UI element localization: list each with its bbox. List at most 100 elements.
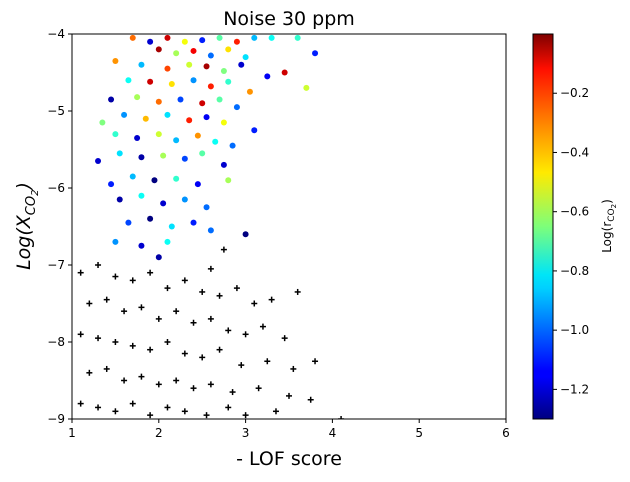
dot-point	[116, 196, 123, 203]
cross-point	[338, 416, 345, 419]
dot-point	[199, 150, 206, 157]
y-axis-label-sub: CO	[24, 196, 39, 215]
cross-point	[138, 304, 145, 311]
cross-point	[199, 354, 206, 361]
cross-point	[272, 408, 279, 415]
colorbar-tick-label: −0.6	[560, 205, 589, 219]
cross-point	[207, 381, 214, 388]
dot-point	[108, 181, 115, 188]
cross-point	[207, 265, 214, 272]
cross-point	[181, 277, 188, 284]
cross-point	[281, 335, 288, 342]
colorbar-tick-label: −1.2	[560, 382, 589, 396]
cross-point	[164, 285, 171, 292]
dot-point	[181, 196, 188, 203]
dot-point	[99, 119, 106, 126]
cross-series	[77, 246, 345, 419]
dot-point	[194, 132, 201, 139]
cross-point	[199, 288, 206, 295]
cross-point	[129, 400, 136, 407]
dot-point	[186, 117, 193, 124]
cross-point	[155, 381, 162, 388]
cross-point	[242, 331, 249, 338]
cross-point	[138, 373, 145, 380]
cross-point	[155, 315, 162, 322]
cross-point	[225, 327, 232, 334]
dot-point	[203, 204, 210, 211]
dot-point	[164, 111, 171, 118]
cross-point	[129, 342, 136, 349]
dot-point	[199, 37, 206, 44]
dot-point	[155, 254, 162, 261]
colorbar-label-sub: CO	[607, 208, 617, 221]
x-tick-label: 6	[502, 426, 510, 440]
cross-point	[203, 412, 210, 419]
cross-point	[259, 323, 266, 330]
x-tick-label: 4	[329, 426, 337, 440]
dot-point	[233, 104, 240, 111]
y-axis-label: Log(XCO2)	[13, 182, 41, 270]
dot-point	[312, 50, 319, 57]
x-tick-label: 2	[155, 426, 163, 440]
dot-point	[212, 138, 219, 145]
cross-point	[268, 296, 275, 303]
cross-point	[190, 385, 197, 392]
dot-point	[108, 96, 115, 103]
cross-point	[233, 285, 240, 292]
dot-point	[303, 84, 310, 91]
cross-point	[103, 296, 110, 303]
dot-point	[173, 50, 180, 57]
dot-point	[225, 78, 232, 85]
dot-point	[116, 150, 123, 157]
dot-point	[147, 215, 154, 222]
cross-point	[103, 365, 110, 372]
dot-point	[138, 154, 145, 161]
dot-point	[138, 61, 145, 68]
cross-point	[220, 246, 227, 253]
dot-point	[112, 131, 119, 138]
cross-point	[255, 385, 262, 392]
y-tick-label: −6	[47, 181, 65, 195]
dot-point	[281, 69, 288, 76]
cross-point	[181, 408, 188, 415]
cross-point	[95, 404, 102, 411]
dot-point	[190, 219, 197, 226]
dot-point	[138, 242, 145, 249]
dot-point	[155, 131, 162, 138]
cross-point	[173, 377, 180, 384]
colorbar-tick-label: −0.2	[560, 86, 589, 100]
x-tick-label: 1	[68, 426, 76, 440]
cross-point	[238, 362, 245, 369]
dot-point	[168, 81, 175, 88]
cross-point	[286, 392, 292, 399]
dot-point	[155, 98, 162, 105]
dot-point	[138, 192, 145, 199]
cross-point	[312, 358, 319, 365]
cross-point	[86, 300, 93, 307]
dot-point	[173, 137, 180, 144]
dot-point	[186, 61, 193, 68]
colorbar-tick-label: −0.4	[560, 145, 589, 159]
dot-point	[129, 34, 136, 41]
cross-point	[190, 319, 197, 326]
cross-point	[242, 412, 249, 419]
x-axis: 1 2 3 4 5 6	[68, 419, 510, 440]
dot-point	[181, 155, 188, 162]
dot-point	[216, 34, 223, 41]
colorbar-label-subsub: 2	[610, 204, 618, 208]
dot-point	[229, 142, 236, 149]
dot-point	[251, 34, 258, 41]
dot-point	[203, 114, 210, 121]
cross-point	[129, 277, 136, 284]
dot-point	[216, 96, 223, 103]
dot-point	[225, 177, 232, 184]
dot-point	[294, 34, 301, 41]
y-tick-label: −4	[47, 27, 65, 41]
cross-point	[121, 377, 128, 384]
dot-point	[246, 88, 253, 95]
dot-point	[181, 38, 188, 45]
cross-point	[290, 365, 297, 372]
cross-point	[225, 404, 232, 411]
dot-point	[160, 152, 167, 159]
